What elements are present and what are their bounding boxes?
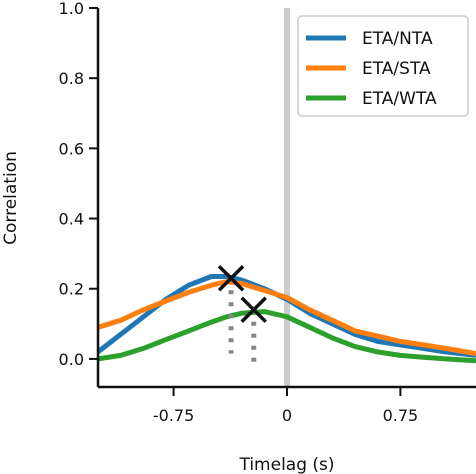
legend-label: ETA/WTA: [362, 89, 437, 109]
y-tick-label: 0.4: [59, 210, 84, 229]
y-tick-label: 0.2: [59, 280, 84, 299]
legend: ETA/NTA ETA/STA ETA/WTA: [298, 16, 468, 116]
y-tick-label: 0.8: [59, 69, 84, 88]
legend-label: ETA/NTA: [362, 29, 433, 49]
x-tick-label: 0.75: [383, 406, 419, 425]
x-tick-label: 0: [282, 406, 292, 425]
y-tick-label: 0.0: [59, 350, 84, 369]
legend-label: ETA/STA: [362, 59, 431, 79]
y-axis-label: Correlation: [1, 151, 21, 245]
x-tick-label: -0.75: [153, 406, 194, 425]
y-tick-label: 1.0: [59, 0, 84, 18]
x-axis-label: Timelag (s): [238, 455, 334, 474]
y-tick-label: 0.6: [59, 139, 84, 158]
